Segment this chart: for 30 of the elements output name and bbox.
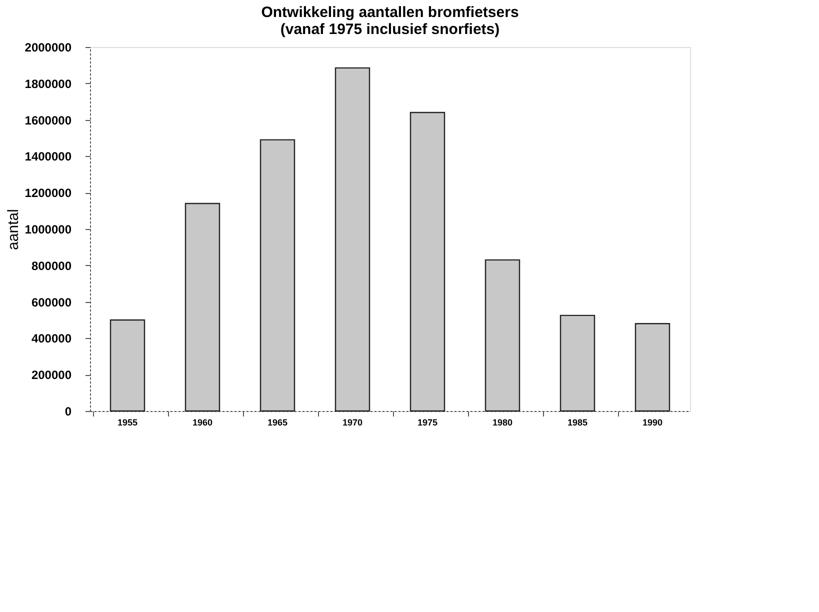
text: Ontwikkeling aantallen bromfietsers	[261, 4, 519, 21]
y-tick-label: 2000000	[24, 40, 72, 54]
y-tick-label: 1600000	[24, 113, 72, 128]
y-tick-label: 1400000	[24, 150, 72, 164]
bar	[634, 323, 670, 412]
y-tick-label: 1800000	[24, 76, 72, 91]
y-tick-label: 800000	[31, 258, 72, 273]
bar	[184, 202, 220, 412]
x-tick-label: 1970	[342, 418, 363, 428]
y-tick-label: 600000	[31, 295, 72, 310]
x-tick-label: 1955	[117, 418, 138, 428]
x-tick-label: 1990	[642, 418, 663, 428]
y-tick-label: 1200000	[24, 186, 72, 200]
bar	[110, 319, 146, 412]
x-tick-label: 1960	[192, 418, 213, 428]
y-tick-label: 1000000	[24, 222, 72, 236]
bar	[484, 259, 520, 412]
x-tick-label: 1980	[492, 418, 513, 428]
bar	[560, 314, 596, 412]
x-tick-label: 1965	[267, 418, 288, 428]
y-axis-title: aantal	[4, 209, 22, 250]
y-tick-label: 0	[64, 404, 72, 418]
x-tick-label: 1975	[417, 418, 438, 428]
y-tick-label: 200000	[31, 368, 72, 382]
y-tick-label: 400000	[31, 332, 72, 346]
bar	[260, 139, 296, 412]
x-tick-label: 1985	[567, 418, 588, 428]
bar	[410, 112, 446, 412]
text: (vanaf 1975 inclusief snorfiets)	[280, 21, 500, 38]
bar	[334, 67, 370, 412]
